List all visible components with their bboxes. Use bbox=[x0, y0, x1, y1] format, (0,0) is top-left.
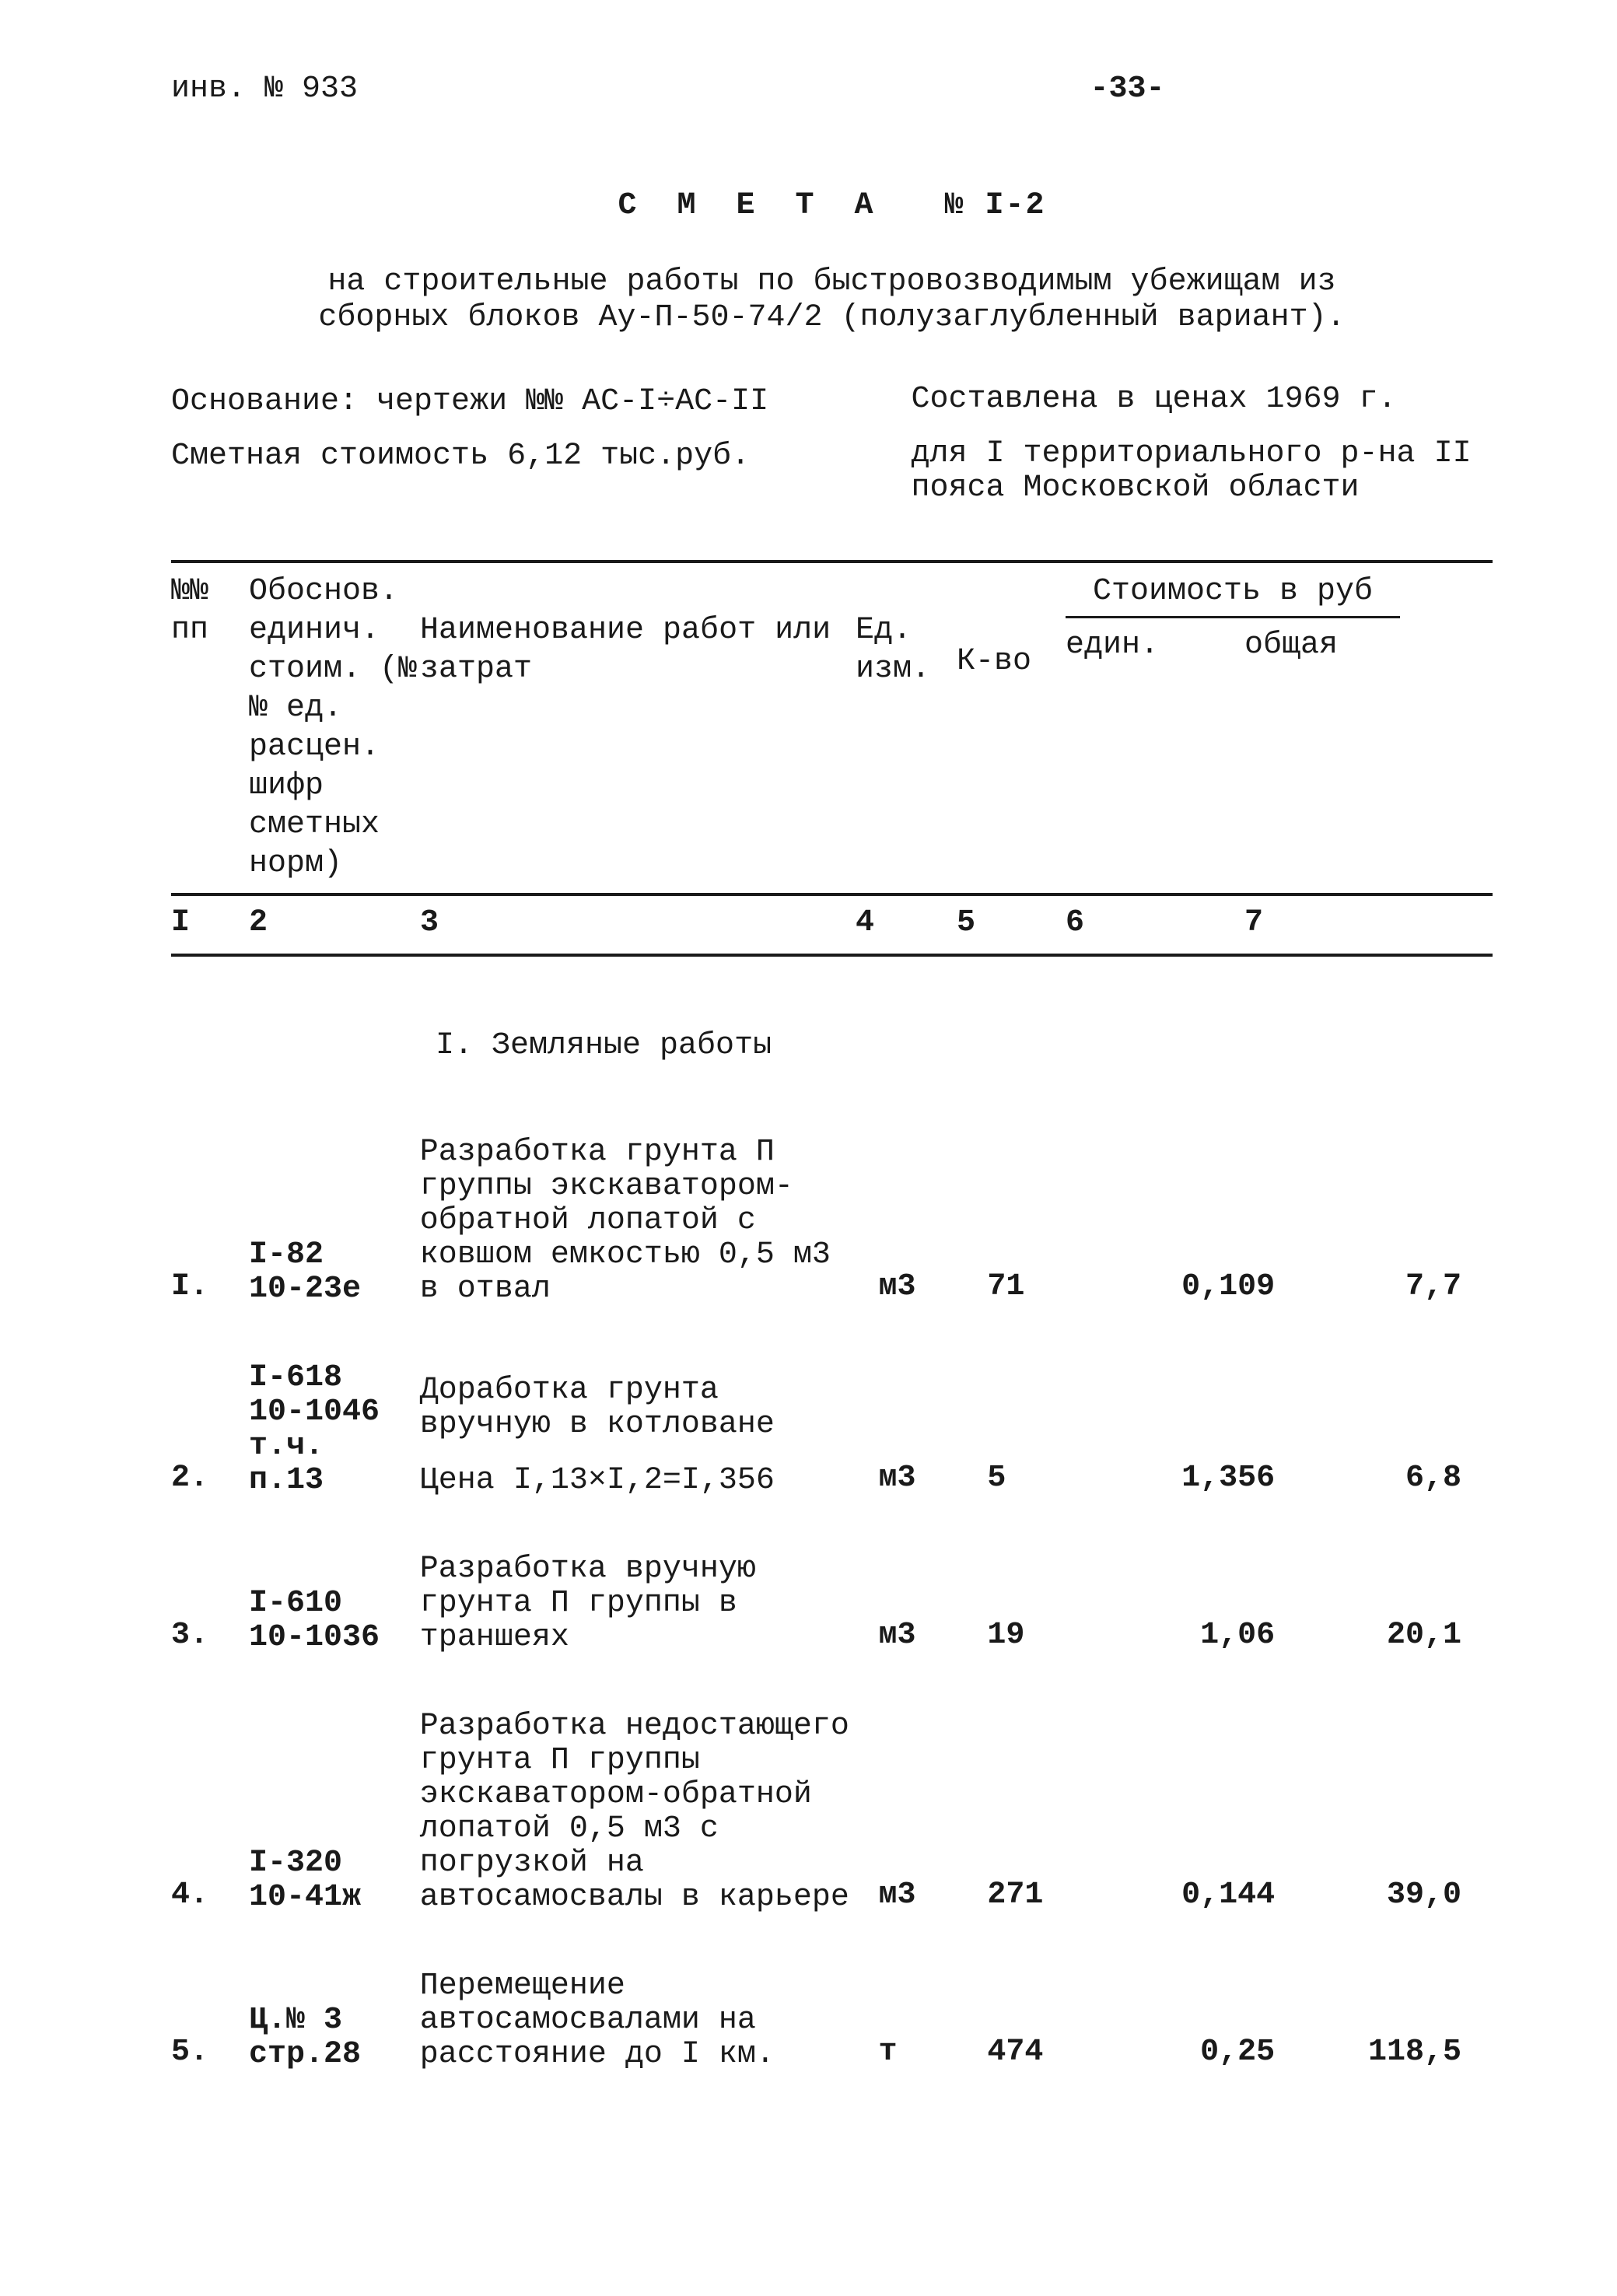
row-number: 5. bbox=[171, 2033, 249, 2072]
table-header: №№ пп Обоснов. единич. стоим. (№№ ед. ра… bbox=[171, 560, 1493, 896]
row-qty: 474 bbox=[979, 2033, 1096, 2072]
pricing-year: Составлена в ценах 1969 г. bbox=[911, 383, 1493, 422]
row-note: Цена I,13×I,2=I,356 bbox=[420, 1464, 856, 1498]
table-row: 2.I-618 10-1046 т.ч. п.13Доработка грунт… bbox=[171, 1361, 1493, 1498]
th-num: №№ пп bbox=[171, 572, 249, 884]
region: для I территориального р-на II пояса Мос… bbox=[911, 437, 1493, 506]
row-total: 118,5 bbox=[1306, 2033, 1493, 2072]
table-row: I.I-82 10-23еРазработка грунта П группы … bbox=[171, 1136, 1493, 1307]
row-description: Разработка недостающего грунта П группы … bbox=[420, 1710, 879, 1915]
row-unit: т bbox=[878, 2033, 979, 2072]
row-unit-price: 1,356 bbox=[1096, 1459, 1306, 1498]
row-unit-price: 1,06 bbox=[1096, 1616, 1306, 1655]
row-code: I-82 10-23е bbox=[249, 1238, 420, 1307]
column-index-row: I 2 3 4 5 6 7 bbox=[171, 893, 1493, 957]
rows-container: I.I-82 10-23еРазработка грунта П группы … bbox=[171, 1136, 1493, 2072]
row-code: I-618 10-1046 т.ч. п.13 bbox=[249, 1361, 420, 1498]
row-description: Разработка вручную грунта П группы в тра… bbox=[420, 1552, 879, 1655]
estimate-cost: Сметная стоимость 6,12 тыс.руб. bbox=[171, 437, 898, 506]
meta-row-1: Основание: чертежи №№ АС-I÷АС-II Составл… bbox=[171, 383, 1493, 422]
row-number: 4. bbox=[171, 1876, 249, 1915]
colnum-2: 2 bbox=[249, 904, 420, 943]
basis: Основание: чертежи №№ АС-I÷АС-II bbox=[171, 383, 898, 422]
table-row: 3.I-610 10-1036Разработка вручную грунта… bbox=[171, 1552, 1493, 1655]
row-code: I-610 10-1036 bbox=[249, 1587, 420, 1655]
table-row: 5.Ц.№ 3 стр.28Перемещение автосамосвалам… bbox=[171, 1969, 1493, 2072]
row-unit: м3 bbox=[878, 1268, 979, 1307]
row-unit-price: 0,109 bbox=[1096, 1268, 1306, 1307]
colnum-4: 4 bbox=[856, 904, 957, 943]
row-qty: 19 bbox=[979, 1616, 1096, 1655]
th-desc: Наименование работ или затрат bbox=[420, 572, 856, 884]
row-description: Доработка грунта вручную в котлованеЦена… bbox=[420, 1374, 879, 1498]
row-total: 20,1 bbox=[1306, 1616, 1493, 1655]
colnum-6: 6 bbox=[1066, 904, 1244, 943]
inv-number: инв. № 933 bbox=[171, 70, 358, 109]
row-total: 6,8 bbox=[1306, 1459, 1493, 1498]
title-number: № I-2 bbox=[945, 188, 1046, 223]
row-unit-price: 0,144 bbox=[1096, 1876, 1306, 1915]
row-code: Ц.№ 3 стр.28 bbox=[249, 2004, 420, 2072]
th-cost-group: Стоимость в руб bbox=[1066, 572, 1400, 618]
row-unit-price: 0,25 bbox=[1096, 2033, 1306, 2072]
page-number: -33- bbox=[1090, 70, 1165, 109]
row-code: I-320 10-41ж bbox=[249, 1846, 420, 1915]
row-description: Разработка грунта П группы экскаватором-… bbox=[420, 1136, 879, 1307]
row-description: Перемещение автосамосвалами на расстояни… bbox=[420, 1969, 879, 2072]
top-line: инв. № 933 -33- bbox=[171, 70, 1493, 109]
row-qty: 271 bbox=[979, 1876, 1096, 1915]
section-1-title: I. Земляные работы bbox=[436, 1027, 1493, 1066]
meta-row-2: Сметная стоимость 6,12 тыс.руб. для I те… bbox=[171, 437, 1493, 506]
doc-title: С М Е Т А № I-2 bbox=[171, 187, 1493, 226]
row-number: 3. bbox=[171, 1616, 249, 1655]
colnum-5: 5 bbox=[957, 904, 1066, 943]
table-row: 4.I-320 10-41жРазработка недостающего гр… bbox=[171, 1710, 1493, 1915]
row-qty: 71 bbox=[979, 1268, 1096, 1307]
page: инв. № 933 -33- С М Е Т А № I-2 на строи… bbox=[0, 0, 1617, 2296]
row-number: I. bbox=[171, 1268, 249, 1307]
row-unit: м3 bbox=[878, 1876, 979, 1915]
colnum-7: 7 bbox=[1244, 904, 1400, 943]
row-unit: м3 bbox=[878, 1616, 979, 1655]
row-qty: 5 bbox=[979, 1459, 1096, 1498]
colnum-1: I bbox=[171, 904, 249, 943]
row-total: 39,0 bbox=[1306, 1876, 1493, 1915]
row-number: 2. bbox=[171, 1459, 249, 1498]
th-code: Обоснов. единич. стоим. (№№ ед. расцен. … bbox=[249, 572, 420, 884]
th-qty: К-во bbox=[957, 572, 1066, 884]
row-unit: м3 bbox=[878, 1459, 979, 1498]
th-unit-price: един. bbox=[1066, 626, 1244, 665]
subtitle: на строительные работы по быстровозводим… bbox=[288, 264, 1377, 336]
th-total: общая bbox=[1244, 626, 1400, 665]
colnum-3: 3 bbox=[420, 904, 856, 943]
title-label: С М Е Т А bbox=[618, 188, 884, 223]
row-total: 7,7 bbox=[1306, 1268, 1493, 1307]
th-unit: Ед. изм. bbox=[856, 572, 957, 884]
